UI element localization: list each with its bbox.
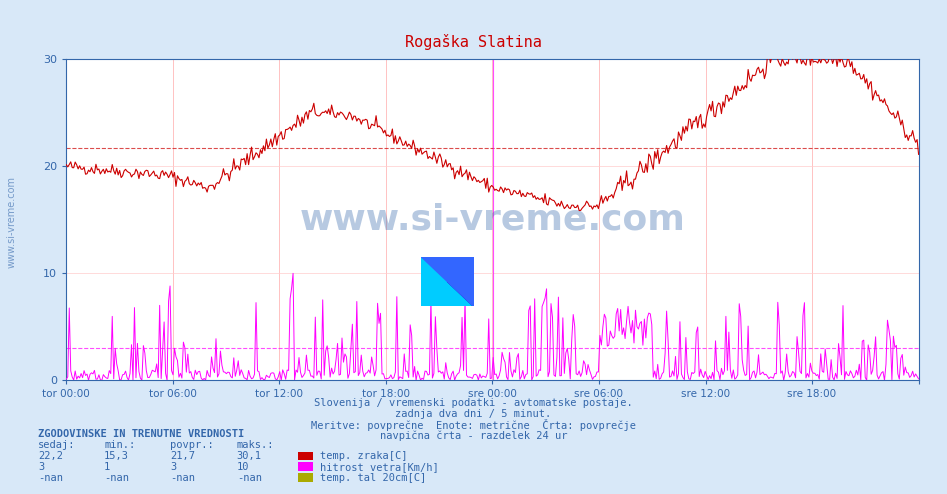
Text: 10: 10 (237, 462, 249, 472)
Text: zadnja dva dni / 5 minut.: zadnja dva dni / 5 minut. (396, 409, 551, 418)
Text: 3: 3 (170, 462, 177, 472)
Text: Slovenija / vremenski podatki - avtomatske postaje.: Slovenija / vremenski podatki - avtomats… (314, 398, 633, 408)
Polygon shape (447, 257, 474, 306)
Text: 30,1: 30,1 (237, 451, 261, 461)
Text: maks.:: maks.: (237, 440, 275, 450)
Polygon shape (421, 257, 474, 306)
Text: min.:: min.: (104, 440, 135, 450)
Text: -nan: -nan (104, 473, 129, 483)
Text: 3: 3 (38, 462, 45, 472)
Text: 22,2: 22,2 (38, 451, 63, 461)
Polygon shape (421, 257, 474, 306)
Text: -nan: -nan (38, 473, 63, 483)
Text: 1: 1 (104, 462, 111, 472)
Text: temp. zraka[C]: temp. zraka[C] (320, 451, 407, 461)
Text: sedaj:: sedaj: (38, 440, 76, 450)
Text: www.si-vreme.com: www.si-vreme.com (7, 176, 16, 268)
Text: 21,7: 21,7 (170, 451, 195, 461)
Text: ZGODOVINSKE IN TRENUTNE VREDNOSTI: ZGODOVINSKE IN TRENUTNE VREDNOSTI (38, 429, 244, 439)
Text: temp. tal 20cm[C]: temp. tal 20cm[C] (320, 473, 426, 483)
Text: navpična črta - razdelek 24 ur: navpična črta - razdelek 24 ur (380, 430, 567, 441)
Polygon shape (421, 257, 474, 306)
Text: Meritve: povprečne  Enote: metrične  Črta: povprečje: Meritve: povprečne Enote: metrične Črta:… (311, 419, 636, 431)
Text: -nan: -nan (170, 473, 195, 483)
Text: -nan: -nan (237, 473, 261, 483)
Text: 15,3: 15,3 (104, 451, 129, 461)
Text: www.si-vreme.com: www.si-vreme.com (299, 203, 686, 237)
Text: Rogaška Slatina: Rogaška Slatina (405, 34, 542, 50)
Text: hitrost vetra[Km/h]: hitrost vetra[Km/h] (320, 462, 438, 472)
Text: povpr.:: povpr.: (170, 440, 214, 450)
